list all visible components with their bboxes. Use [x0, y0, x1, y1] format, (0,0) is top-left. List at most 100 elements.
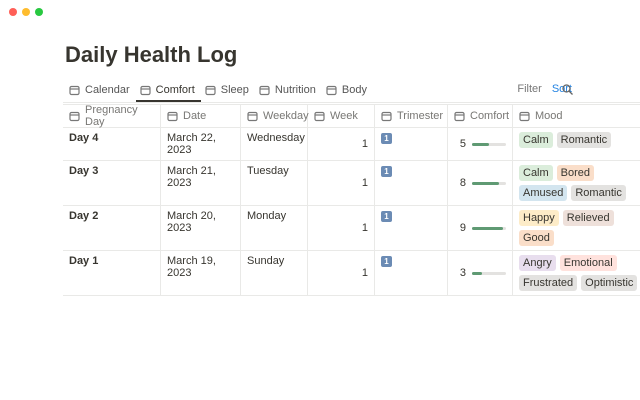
cell: Angry Emotional Frustrated Optimistic — [513, 251, 640, 295]
column-header[interactable]: Trimester — [375, 105, 448, 127]
cell: Day 1 — [63, 251, 161, 295]
cell: 1 — [375, 128, 448, 160]
cell: Wednesday — [241, 128, 308, 160]
cell: March 19, 2023 — [161, 251, 241, 295]
cell: 1 — [308, 128, 375, 160]
view-tab[interactable]: Nutrition — [255, 80, 322, 100]
mood-tag: Romantic — [556, 132, 612, 148]
icon — [205, 85, 216, 95]
filter-button[interactable]: Filter — [517, 83, 542, 95]
icon — [326, 85, 337, 95]
view-tabs: Calendar Comfort Sleep Nutrition Body — [65, 80, 373, 102]
table-row[interactable]: Day 1 March 19, 2023 Sunday 1 1 3 Angry Emotion… — [63, 251, 640, 296]
comfort-value: 5 — [459, 138, 466, 150]
pregnancy-day: Day 4 — [69, 132, 99, 144]
icon — [140, 85, 151, 95]
minimize-button[interactable] — [22, 8, 30, 16]
cell: Sunday — [241, 251, 308, 295]
cell: Calm Bored Amused Romantic — [513, 161, 640, 205]
table-row[interactable]: Day 3 March 21, 2023 Tuesday 1 1 8 Calm Bored Am… — [63, 161, 640, 206]
progress-fill — [472, 271, 483, 275]
view-tab[interactable]: Comfort — [135, 80, 201, 102]
divider — [63, 102, 640, 103]
mood-tag: Romantic — [571, 185, 626, 201]
header-row: Pregnancy Day Date Weekday Week Trimester Com… — [63, 104, 640, 128]
pregnancy-day: Day 2 — [69, 210, 99, 222]
mood-tag: Happy — [519, 210, 559, 226]
mood-tag: Calm — [519, 132, 553, 148]
tab-label: Calendar — [85, 84, 130, 96]
week: 1 — [361, 177, 368, 189]
icon — [454, 111, 465, 121]
trimester-badge: 1 — [381, 211, 392, 222]
database-table: Pregnancy Day Date Weekday Week Trimester Com… — [63, 104, 640, 296]
column-title: Mood — [535, 110, 563, 122]
mood-tag: Good — [519, 230, 554, 246]
progress-track — [472, 181, 506, 185]
view-tab[interactable]: Sleep — [201, 80, 255, 100]
column-title: Weekday — [263, 110, 309, 122]
icon — [381, 111, 392, 121]
column-header[interactable]: Mood — [513, 105, 640, 127]
trimester-badge: 1 — [381, 166, 392, 177]
search-button[interactable] — [562, 84, 573, 95]
column-header[interactable]: Weekday — [241, 105, 309, 127]
icon — [69, 85, 80, 95]
weekday: Tuesday — [247, 165, 289, 177]
cell: Day 4 — [63, 128, 161, 160]
column-header[interactable]: Pregnancy Day — [63, 104, 161, 128]
comfort-value: 8 — [459, 177, 466, 189]
progress-track — [472, 226, 506, 230]
mood-tag: Angry — [519, 255, 556, 271]
zoom-button[interactable] — [35, 8, 43, 16]
cell: March 20, 2023 — [161, 206, 241, 250]
week: 1 — [361, 222, 368, 234]
column-header[interactable]: Date — [161, 105, 241, 127]
view-tab[interactable]: Calendar — [65, 80, 136, 100]
cell: 1 — [375, 161, 448, 205]
week: 1 — [361, 267, 368, 279]
pregnancy-day: Day 3 — [69, 165, 99, 177]
column-title: Date — [183, 110, 207, 122]
date: March 22, 2023 — [167, 132, 216, 156]
cell: Happy Relieved Good — [513, 206, 640, 250]
progress-track — [472, 142, 506, 146]
cell: 5 — [448, 128, 513, 160]
progress-fill — [472, 142, 489, 146]
mood-tag: Calm — [519, 165, 553, 181]
tab-label: Body — [341, 84, 367, 96]
weekday: Wednesday — [247, 132, 305, 144]
column-header[interactable]: Comfort — [448, 105, 513, 127]
cell: Day 3 — [63, 161, 161, 205]
icon — [259, 85, 270, 95]
cell: 1 — [308, 161, 375, 205]
cell: 8 — [448, 161, 513, 205]
week: 1 — [361, 138, 368, 150]
mood-tag: Relieved — [562, 210, 614, 226]
cell: 1 — [375, 206, 448, 250]
page-title: Daily Health Log — [65, 42, 238, 67]
cell: Day 2 — [63, 206, 161, 250]
tab-label: Nutrition — [274, 84, 316, 96]
comfort-value: 9 — [459, 222, 466, 234]
table-row[interactable]: Day 4 March 22, 2023 Wednesday 1 1 5 Calm Roman… — [63, 128, 640, 161]
view-tab[interactable]: Body — [322, 80, 373, 100]
column-title: Trimester — [397, 110, 444, 122]
comfort-value: 3 — [459, 267, 466, 279]
column-header[interactable]: Week — [308, 105, 375, 127]
cell: Monday — [241, 206, 308, 250]
table-row[interactable]: Day 2 March 20, 2023 Monday 1 1 9 Happy Relieve… — [63, 206, 640, 251]
cell: 1 — [308, 206, 375, 250]
icon — [519, 111, 530, 121]
cell: 1 — [308, 251, 375, 295]
date: March 20, 2023 — [167, 210, 216, 234]
close-button[interactable] — [9, 8, 17, 16]
pregnancy-day: Day 1 — [69, 255, 99, 267]
date: March 19, 2023 — [167, 255, 216, 279]
cell: March 22, 2023 — [161, 128, 241, 160]
trimester-badge: 1 — [381, 256, 392, 267]
mood-tag: Bored — [556, 165, 595, 181]
tab-label: Comfort — [155, 84, 195, 96]
cell: March 21, 2023 — [161, 161, 241, 205]
